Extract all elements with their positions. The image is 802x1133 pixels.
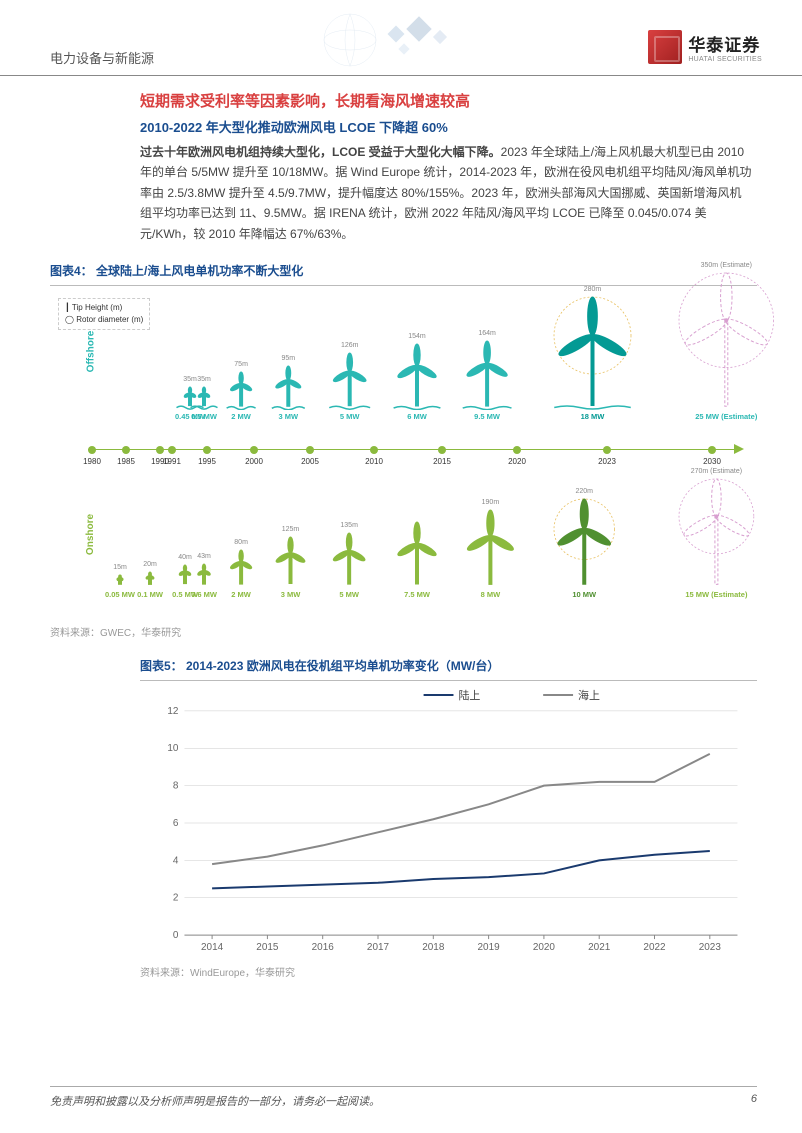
svg-text:2014: 2014 — [201, 942, 224, 953]
logo-icon — [648, 30, 682, 64]
timeline: 1980198519901991199520002005201020152020… — [88, 446, 752, 466]
offshore-label: Offshore — [85, 331, 96, 373]
footer: 免责声明和披露以及分析师声明是报告的一部分，请务必一起阅读。 6 — [50, 1086, 757, 1109]
svg-text:2016: 2016 — [312, 942, 335, 953]
svg-text:2015: 2015 — [256, 942, 279, 953]
svg-text:4: 4 — [173, 855, 179, 866]
body-rest: 2023 年全球陆上/海上风机最大机型已由 2010 年的单台 5/5MW 提升… — [140, 145, 751, 241]
chart4-source: 资料来源：GWEC，华泰研究 — [50, 624, 802, 639]
disclaimer: 免责声明和披露以及分析师声明是报告的一部分，请务必一起阅读。 — [50, 1093, 380, 1109]
chart5-source: 资料来源：WindEurope，华泰研究 — [140, 964, 802, 979]
svg-text:2017: 2017 — [367, 942, 390, 953]
svg-text:2: 2 — [173, 893, 179, 904]
svg-text:6: 6 — [173, 818, 179, 829]
svg-text:2023: 2023 — [699, 942, 722, 953]
header-decoration — [270, 10, 490, 70]
onshore-row: Onshore 15m 0.05 MW 20m 0.1 MW 40m — [105, 474, 757, 599]
logo-cn: 华泰证券 — [688, 31, 762, 56]
body-paragraph: 过去十年欧洲风电机组持续大型化，LCOE 受益于大型化大幅下降。2023 年全球… — [140, 142, 752, 244]
svg-text:8: 8 — [173, 781, 179, 792]
chart5-label: 图表5： 2014-2023 欧洲风电在役机组平均单机功率变化（MW/台） — [140, 657, 802, 674]
svg-text:2018: 2018 — [422, 942, 445, 953]
page-number: 6 — [751, 1093, 757, 1109]
svg-text:陆上: 陆上 — [458, 688, 480, 702]
svg-text:0: 0 — [173, 930, 179, 941]
svg-text:12: 12 — [167, 706, 179, 717]
onshore-label: Onshore — [85, 514, 96, 555]
logo: 华泰证券 HUATAI SECURITIES — [648, 30, 762, 64]
chart4-turbines: ┃ Tip Height (m) ◯ Rotor diameter (m) Of… — [50, 285, 757, 620]
svg-text:海上: 海上 — [578, 688, 600, 702]
main-title: 短期需求受利率等因素影响，长期看海风增速较高 — [140, 90, 752, 111]
content-block: 短期需求受利率等因素影响，长期看海风增速较高 2010-2022 年大型化推动欧… — [0, 78, 802, 244]
svg-text:2022: 2022 — [643, 942, 666, 953]
svg-text:10: 10 — [167, 743, 179, 754]
chart5-line: 0 2 4 6 8 10 12 2014 2015 2016 2017 2018 2019 2020 202… — [140, 680, 757, 960]
body-bold: 过去十年欧洲风电机组持续大型化，LCOE 受益于大型化大幅下降。 — [140, 145, 501, 159]
sub-title: 2010-2022 年大型化推动欧洲风电 LCOE 下降超 60% — [140, 117, 752, 136]
svg-text:2021: 2021 — [588, 942, 611, 953]
chart5-svg: 0 2 4 6 8 10 12 2014 2015 2016 2017 2018 2019 2020 202… — [140, 681, 757, 960]
section-title: 电力设备与新能源 — [50, 30, 154, 67]
logo-en: HUATAI SECURITIES — [688, 56, 762, 63]
svg-text:2019: 2019 — [478, 942, 501, 953]
offshore-row: Offshore 35m 0.45 MW 35m 0.5 MW 75m — [105, 286, 757, 421]
svg-text:2020: 2020 — [533, 942, 556, 953]
